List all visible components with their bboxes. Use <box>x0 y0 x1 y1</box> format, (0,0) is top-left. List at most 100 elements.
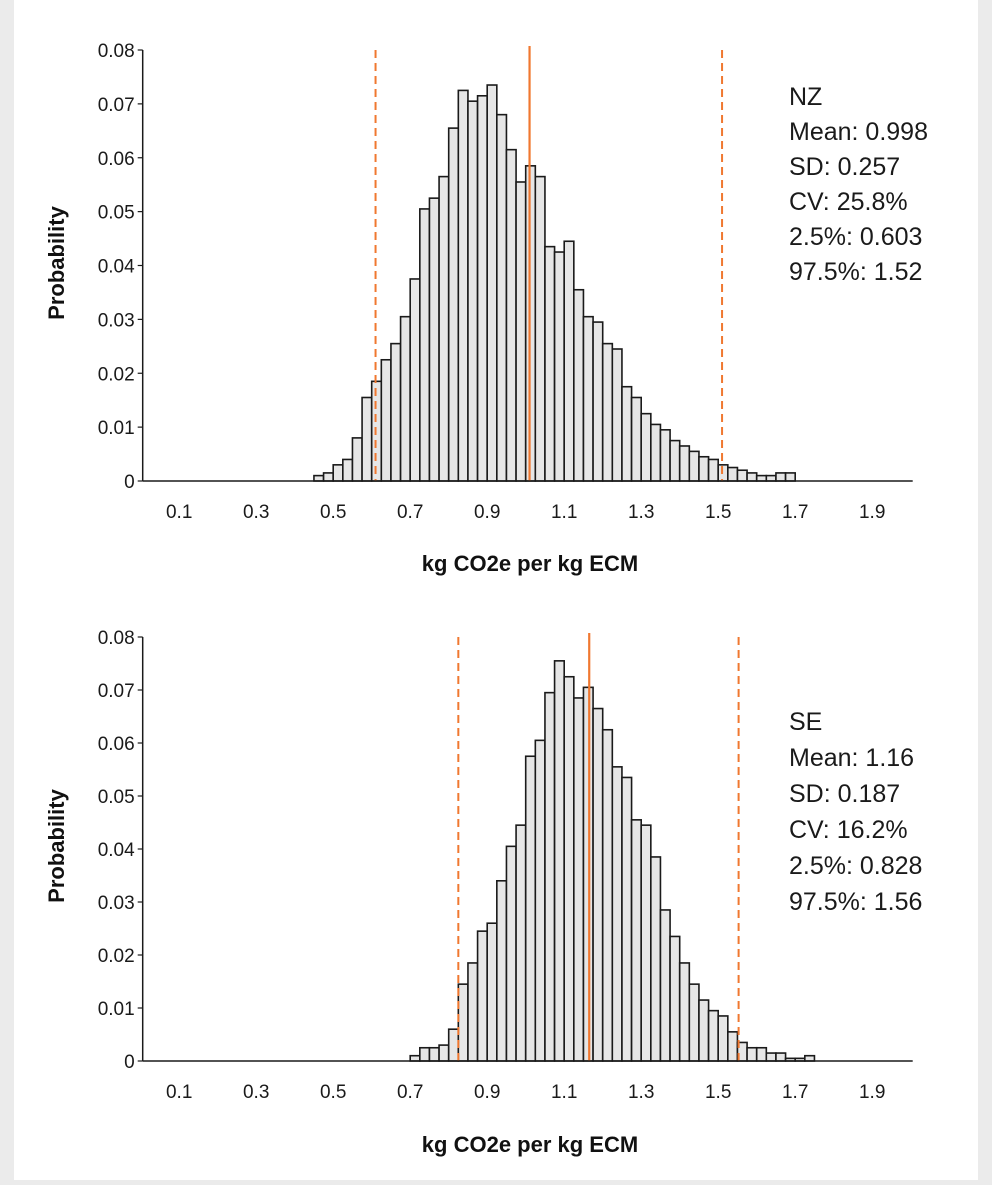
histogram-bar <box>650 423 662 482</box>
histogram-bar <box>351 437 363 482</box>
histogram-bar <box>390 342 402 482</box>
histogram-bar <box>419 1046 431 1062</box>
x-tick-label: 1.1 <box>551 1082 577 1103</box>
x-tick-label: 0.9 <box>474 1082 500 1103</box>
stats-cv: CV: 25.8% <box>789 188 908 216</box>
y-tick-label: 0.08 <box>98 41 135 62</box>
stats-annotation: NZ Mean: 0.998 SD: 0.257 CV: 25.8% 2.5%:… <box>789 83 928 286</box>
histogram-bar <box>765 1052 777 1062</box>
x-tick-label: 1.9 <box>859 502 885 523</box>
x-axis-label: kg CO2e per kg ECM <box>422 551 638 576</box>
histogram-bar <box>630 396 643 482</box>
x-tick-label: 1.1 <box>551 502 577 523</box>
histogram-bar <box>467 962 479 1062</box>
histogram-bar <box>707 1009 720 1062</box>
histogram-bar <box>524 755 537 1062</box>
histogram-bar <box>476 930 489 1062</box>
y-axis-label: Probability <box>44 788 69 902</box>
axes: 0 0.01 0.02 0.03 0.04 0.05 0.06 0.07 0.08 0.1 0.3 0… <box>98 41 913 523</box>
histogram-bar <box>534 175 546 482</box>
histogram-bar <box>380 358 392 482</box>
histogram-bar <box>553 251 566 482</box>
histogram-bar <box>582 315 594 482</box>
axes: 0 0.01 0.02 0.03 0.04 0.05 0.06 0.07 0.08 0.1 0.3 0… <box>98 628 913 1103</box>
histogram-bar <box>621 385 633 482</box>
histogram-bar <box>447 127 460 482</box>
histogram-bar <box>669 439 681 482</box>
histogram-bar <box>765 474 777 482</box>
histogram-bar <box>611 766 623 1062</box>
histogram-bar <box>361 396 373 482</box>
y-tick-label: 0.03 <box>98 310 135 331</box>
histogram-bars <box>409 660 816 1062</box>
y-tick-label: 0.01 <box>98 999 135 1020</box>
histogram-bar <box>601 342 614 482</box>
y-tick-label: 0.02 <box>98 946 135 967</box>
x-tick-label: 1.3 <box>628 1082 654 1103</box>
stats-sd: SD: 0.257 <box>789 153 900 181</box>
y-tick-label: 0.03 <box>98 893 135 914</box>
stats-mean: Mean: 1.16 <box>789 744 914 772</box>
reference-lines <box>457 633 740 1061</box>
histogram-bar <box>717 1015 729 1062</box>
x-tick-label: 1.7 <box>782 1082 808 1103</box>
histogram-bar <box>515 181 527 482</box>
stats-p2-5: 2.5%: 0.828 <box>789 852 922 880</box>
stats-label: NZ <box>789 83 822 111</box>
histogram-bar <box>640 412 652 482</box>
x-tick-label: 0.3 <box>243 502 269 523</box>
histogram-bar <box>409 278 421 482</box>
x-axis-label: kg CO2e per kg ECM <box>422 1132 638 1157</box>
histogram-bar <box>688 983 700 1062</box>
x-tick-label: 1.5 <box>705 1082 731 1103</box>
y-tick-label: 0.05 <box>98 203 135 224</box>
histogram-bar <box>438 175 450 482</box>
y-tick-label: 0.04 <box>98 840 135 861</box>
x-tick-label: 1.5 <box>705 502 731 523</box>
histogram-bar <box>630 819 643 1062</box>
histogram-bar <box>727 1031 739 1062</box>
histogram-bar <box>409 1054 421 1062</box>
histogram-figure: 0 0.01 0.02 0.03 0.04 0.05 0.06 0.07 0.08 0.1 0.3 0… <box>44 41 928 1157</box>
histogram-bar <box>563 675 575 1062</box>
histogram-bar <box>573 697 585 1062</box>
y-tick-label: 0.06 <box>98 149 135 170</box>
y-tick-label: 0.08 <box>98 628 135 649</box>
histogram-bar <box>727 466 739 482</box>
histogram-bar <box>476 94 489 482</box>
histogram-panel-nz: 0 0.01 0.02 0.03 0.04 0.05 0.06 0.07 0.08 0.1 0.3 0… <box>44 41 928 576</box>
figure-frame: 0 0.01 0.02 0.03 0.04 0.05 0.06 0.07 0.08 0.1 0.3 0… <box>14 0 978 1180</box>
reference-lines <box>374 46 724 481</box>
x-tick-label: 1.9 <box>859 1082 885 1103</box>
histogram-bar <box>601 728 614 1062</box>
x-tick-label: 0.5 <box>320 502 346 523</box>
stats-annotation: SE Mean: 1.16 SD: 0.187 CV: 16.2% 2.5%: … <box>789 708 922 916</box>
histogram-bar <box>678 445 691 482</box>
histogram-panel-se: 0 0.01 0.02 0.03 0.04 0.05 0.06 0.07 0.08 0.1 0.3 0… <box>44 628 922 1157</box>
histogram-bar <box>746 1046 758 1062</box>
histogram-bar <box>707 458 720 482</box>
histogram-bar <box>534 739 546 1062</box>
y-tick-label: 0 <box>124 1052 135 1073</box>
histogram-bar <box>775 472 787 482</box>
histogram-bar <box>457 89 469 482</box>
histogram-bar <box>486 922 498 1062</box>
histogram-bar <box>659 429 671 482</box>
x-tick-label: 0.1 <box>166 1082 192 1103</box>
histogram-bar <box>486 84 498 482</box>
stats-sd: SD: 0.187 <box>789 780 900 808</box>
histogram-bar <box>573 288 585 482</box>
histogram-bar <box>496 879 508 1062</box>
x-tick-label: 0.7 <box>397 1082 423 1103</box>
histogram-bar <box>659 909 671 1062</box>
histogram-bar <box>621 776 633 1062</box>
histogram-bar <box>505 148 517 482</box>
y-tick-label: 0.02 <box>98 364 135 385</box>
histogram-bar <box>755 1046 768 1062</box>
histogram-bar <box>804 1054 816 1062</box>
stats-p2-5: 2.5%: 0.603 <box>789 223 922 251</box>
x-tick-label: 1.3 <box>628 502 654 523</box>
histogram-bar <box>447 1028 460 1062</box>
stats-p97-5: 97.5%: 1.52 <box>789 258 922 286</box>
histogram-bar <box>505 845 517 1062</box>
